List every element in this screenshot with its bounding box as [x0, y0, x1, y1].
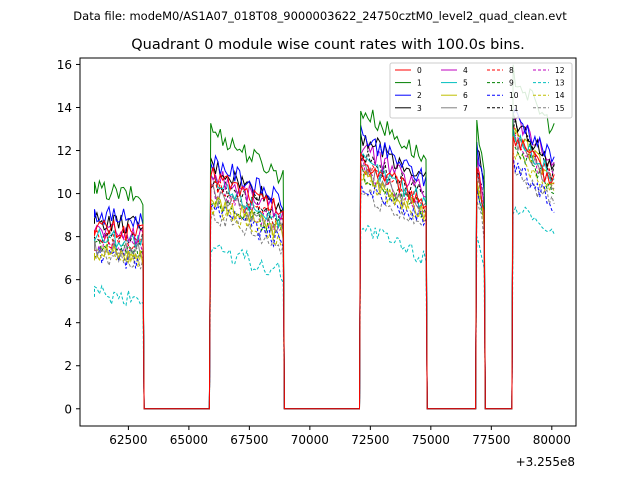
y-tick-label: 0 — [64, 402, 72, 416]
legend-box — [389, 62, 573, 119]
legend-label-6: 6 — [463, 91, 468, 100]
x-tick-label: 67500 — [230, 433, 268, 447]
x-tick-label: 75000 — [412, 433, 450, 447]
x-tick-label: 72500 — [351, 433, 389, 447]
legend-label-2: 2 — [417, 91, 422, 100]
chart-title: Quadrant 0 module wise count rates with … — [131, 37, 525, 53]
y-tick-label: 6 — [64, 273, 72, 287]
x-tick-label: 65000 — [170, 433, 208, 447]
legend-label-13: 13 — [555, 79, 565, 88]
y-tick-label: 10 — [57, 187, 72, 201]
y-tick-label: 16 — [57, 58, 72, 72]
legend-label-8: 8 — [509, 66, 514, 75]
legend-label-4: 4 — [463, 66, 468, 75]
legend-label-12: 12 — [555, 66, 565, 75]
x-axis-offset-label: +3.255e8 — [516, 455, 575, 469]
legend-label-14: 14 — [555, 91, 565, 100]
legend-label-9: 9 — [509, 79, 514, 88]
legend-label-10: 10 — [509, 91, 519, 100]
legend-label-15: 15 — [555, 104, 565, 113]
y-tick-label: 8 — [64, 230, 72, 244]
y-tick-label: 2 — [64, 359, 72, 373]
y-tick-label: 14 — [57, 101, 72, 115]
legend-label-7: 7 — [463, 104, 468, 113]
x-tick-label: 70000 — [291, 433, 329, 447]
series-layer — [94, 64, 555, 410]
y-axis: 0 2 4 6 8 10 12 14 16 — [57, 58, 80, 416]
x-tick-label: 80000 — [533, 433, 571, 447]
legend-label-11: 11 — [509, 104, 519, 113]
chart-suptitle: Data file: modeM0/AS1A07_018T08_90000036… — [73, 9, 567, 23]
y-tick-label: 12 — [57, 144, 72, 158]
legend-label-0: 0 — [417, 66, 422, 75]
series-line-0 — [94, 136, 555, 410]
legend-label-1: 1 — [417, 79, 422, 88]
x-axis: 62500 65000 67500 70000 72500 75000 77500 80000 — [109, 426, 571, 447]
plot-area-frame — [79, 57, 577, 427]
x-tick-label: 77500 — [472, 433, 510, 447]
x-tick-label: 62500 — [109, 433, 147, 447]
legend-label-5: 5 — [463, 79, 468, 88]
y-tick-label: 4 — [64, 316, 72, 330]
legend-label-3: 3 — [417, 104, 422, 113]
